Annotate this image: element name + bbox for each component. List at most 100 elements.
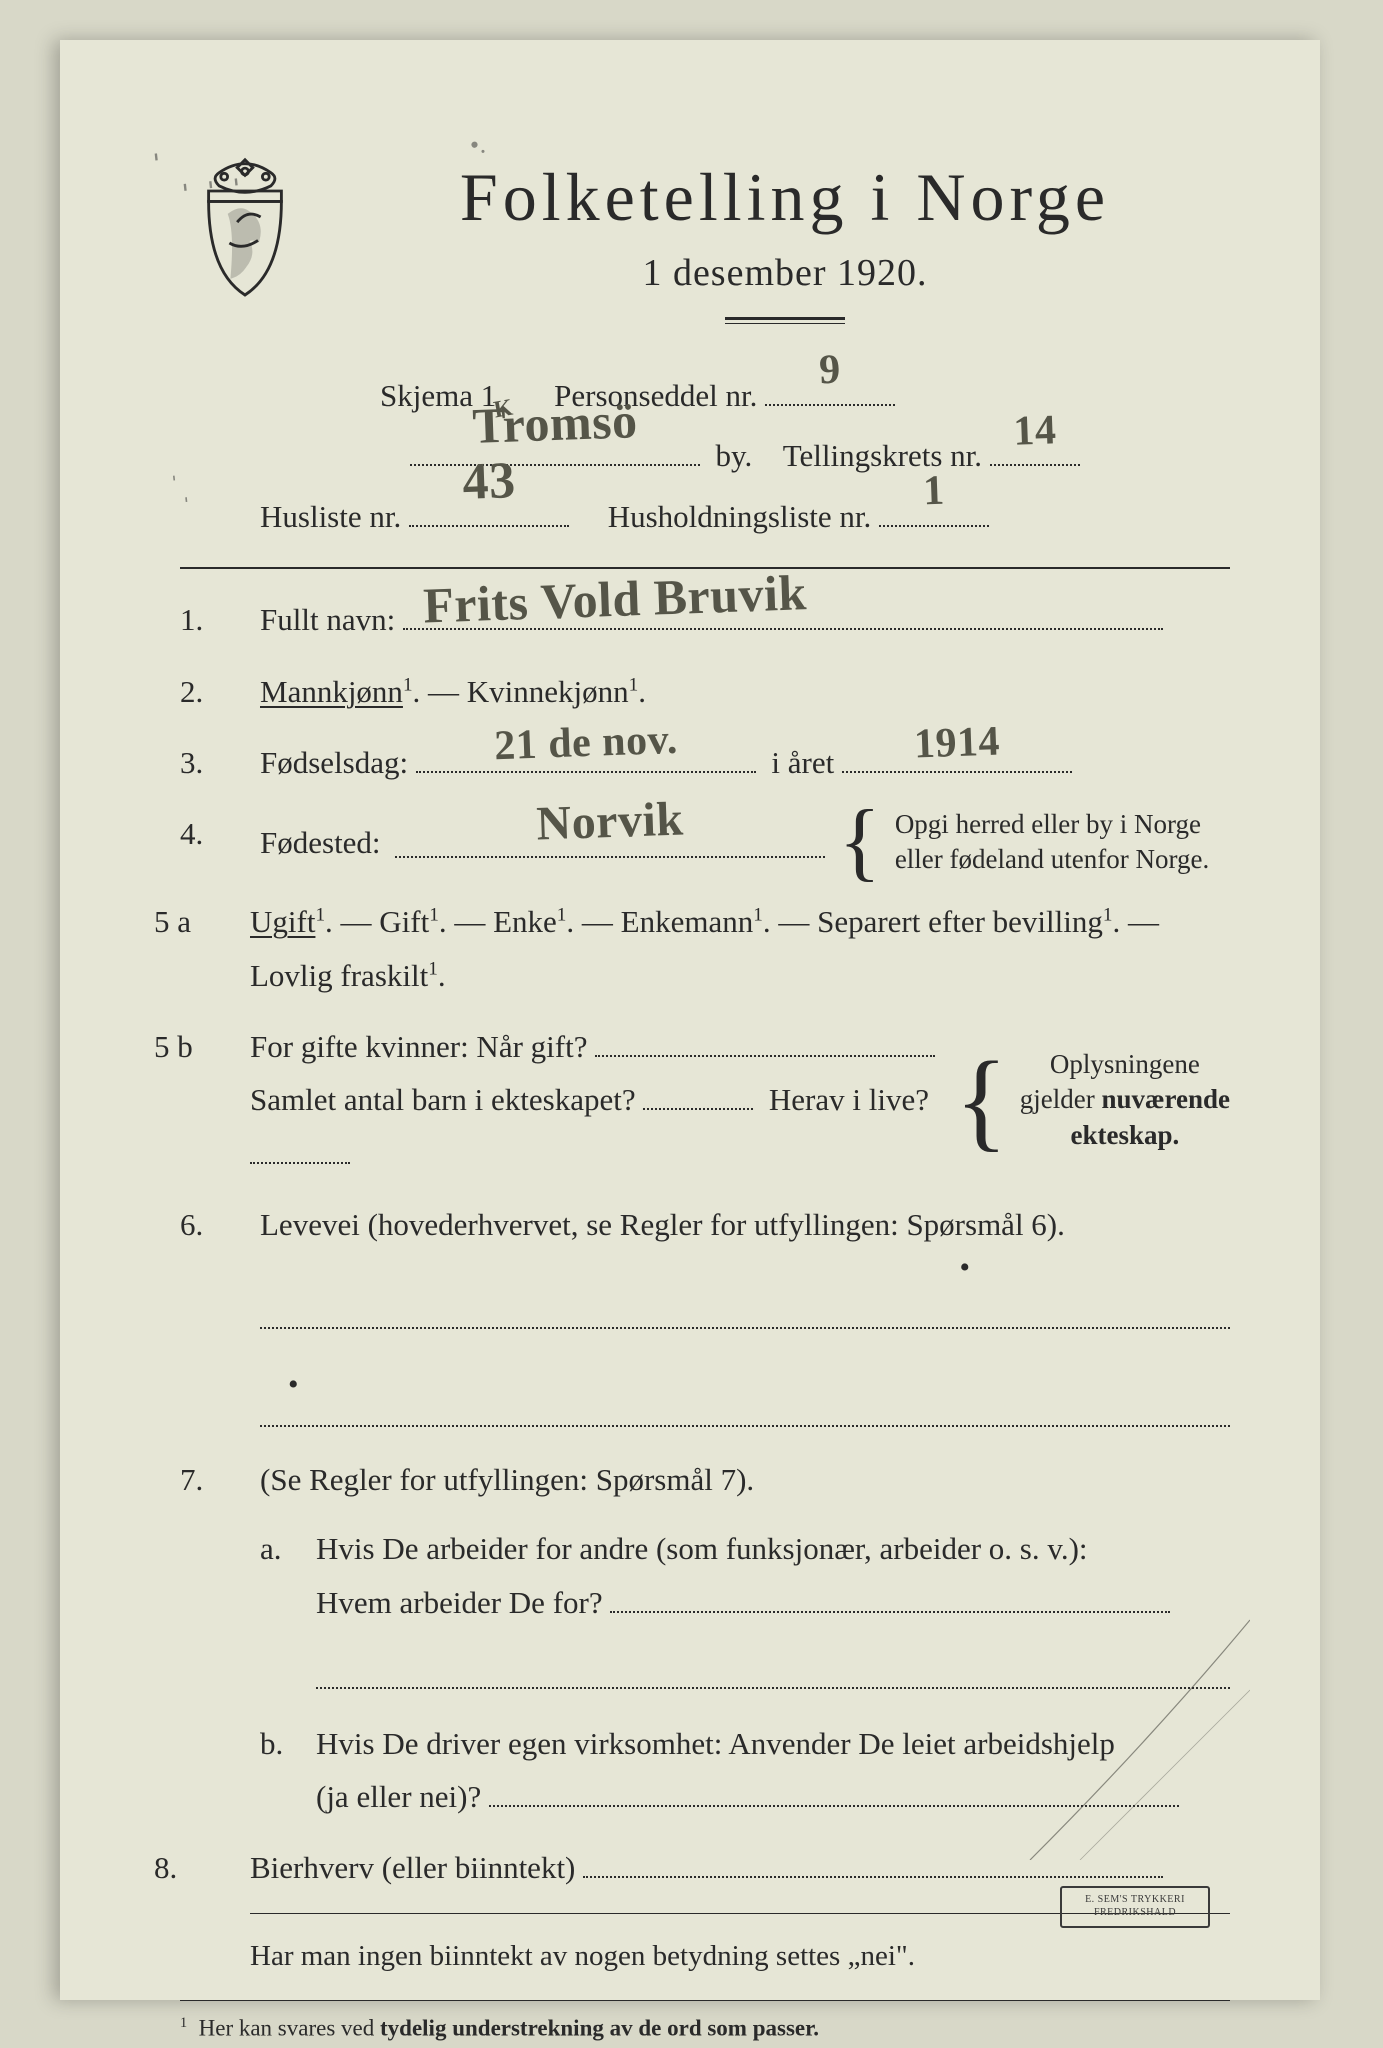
q2-sup2: 1 [629, 674, 639, 695]
q7-body: (Se Regler for utfyllingen: Spørsmål 7).… [260, 1453, 1230, 1824]
q5b-n2: gjelder nuværende [1020, 1084, 1230, 1114]
q7a-body: Hvis De arbeider for andre (som funksjon… [316, 1522, 1230, 1699]
q5a-opt2: Enke [493, 904, 557, 939]
tellingskrets-field: 14 [990, 435, 1080, 466]
q5a-sL: 1 [428, 958, 438, 979]
q4-note1: Opgi herred eller by i Norge [895, 809, 1201, 839]
ink-speck: •. [468, 129, 487, 160]
coat-of-arms-icon [180, 150, 310, 310]
q5b: 5 b For gifte kvinner: Når gift? Samlet … [180, 1020, 1230, 1180]
q5a-last: Lovlig fraskilt [250, 958, 428, 993]
q8-field [583, 1847, 1163, 1878]
q5b-n2b: nuværende [1101, 1084, 1230, 1114]
q3-day-field: 21 de nov. [416, 742, 756, 773]
q5a: 5 a Ugift1. — Gift1. — Enke1. — Enkemann… [180, 895, 1230, 1002]
q3-day: 21 de nov. [415, 701, 757, 785]
q4-num: 4. [180, 807, 242, 877]
q7a-field [610, 1582, 1170, 1613]
q5b-l1a: For gifte kvinner: Når gift? [250, 1029, 587, 1064]
meta-block: Skjema 1K Personseddel nr. 9 Tromsö by. … [180, 366, 1230, 547]
q5b-l2b: Herav i live? [769, 1082, 929, 1117]
q5b-f2 [643, 1079, 753, 1110]
stamp-l1: E. SEM'S TRYKKERI [1085, 1894, 1185, 1905]
header: Folketelling i Norge 1 desember 1920. [180, 150, 1230, 324]
by-label: by. [716, 438, 753, 473]
q5a-num: 5 a [154, 895, 232, 1002]
q6-body: Levevei (hovederhvervet, se Regler for u… [260, 1198, 1230, 1339]
q5a-d3: . — [763, 904, 817, 939]
husholdning-field: 1 [879, 496, 989, 527]
q1-label: Fullt navn: [260, 602, 395, 637]
printer-stamp: E. SEM'S TRYKKERI FREDRIKSHALD [1060, 1886, 1210, 1928]
meta-line-3: Husliste nr. 43 Husholdningsliste nr. 1 [260, 487, 1230, 547]
dot-mark-2: • [288, 1368, 299, 1401]
q1-num: 1. [180, 593, 242, 646]
q4-label: Fødested: [260, 816, 381, 869]
q2-dot1: . [413, 674, 421, 709]
husliste-label: Husliste nr. [260, 499, 401, 534]
q8-label: Bierhverv (eller biinntekt) [250, 1850, 575, 1885]
q1-field: Frits Vold Bruvik [403, 599, 1163, 630]
ink-smudge-2: ˈˌ [168, 469, 191, 505]
footnote-rule [180, 2000, 1230, 2001]
q2-kvinne: Kvinnekjønn [467, 674, 629, 709]
q5a-d1: . — [439, 904, 493, 939]
question-list: 1. Fullt navn: Frits Vold Bruvik 2. Mann… [180, 593, 1230, 1981]
q5a-opt1: Gift [379, 904, 429, 939]
tellingskrets-nr: 14 [988, 389, 1081, 474]
q7-num: 7. [180, 1453, 242, 1824]
q5b-f1 [595, 1026, 935, 1057]
personseddel-field: 9 [765, 375, 895, 406]
q5a-opt3: Enkemann [621, 904, 754, 939]
q5a-s2: 1 [557, 905, 567, 926]
census-form-page: ˈ ˌ ˌ ˌ •. ˈˌ Folketelling i Norge 1 des… [60, 40, 1320, 2000]
q5a-s3: 1 [753, 905, 763, 926]
q7b-1: Hvis De driver egen virksomhet: Anvender… [316, 1726, 1115, 1761]
q1-body: Fullt navn: Frits Vold Bruvik [260, 593, 1230, 646]
q3-year-field: 1914 [842, 742, 1072, 773]
personseddel-nr: 9 [764, 328, 897, 414]
subtitle: 1 desember 1920. [340, 251, 1230, 295]
q4-note2: eller fødeland utenfor Norge. [895, 844, 1209, 874]
q7a-1: Hvis De arbeider for andre (som funksjon… [316, 1531, 1088, 1566]
husholdning-label: Husholdningsliste nr. [608, 499, 872, 534]
q5b-lines: For gifte kvinner: Når gift? Samlet anta… [250, 1020, 943, 1180]
q7a-line2 [316, 1651, 1230, 1689]
q2-sup1: 1 [403, 674, 413, 695]
q2-mann: Mannkjønn [260, 674, 403, 709]
q5a-body: Ugift1. — Gift1. — Enke1. — Enkemann1. —… [250, 895, 1230, 1002]
q5b-n1: Oplysningene [1050, 1049, 1200, 1079]
q7b-field [489, 1776, 1179, 1807]
q7: 7. (Se Regler for utfyllingen: Spørsmål … [180, 1453, 1230, 1824]
q5b-body: For gifte kvinner: Når gift? Samlet anta… [250, 1020, 1230, 1180]
title-block: Folketelling i Norge 1 desember 1920. [340, 150, 1230, 324]
q7a-2: Hvem arbeider De for? [316, 1585, 603, 1620]
fn-b: tydelig understrekning av de ord som pas… [380, 2015, 819, 2040]
main-title: Folketelling i Norge [340, 158, 1230, 237]
q7b-num: b. [260, 1717, 300, 1824]
q1-value: Frits Vold Bruvik [402, 537, 1165, 649]
q5a-opt4: Separert efter bevilling [817, 904, 1103, 939]
husliste-nr: 43 [407, 429, 570, 536]
q1: 1. Fullt navn: Frits Vold Bruvik [180, 593, 1230, 646]
q3-year: 1914 [841, 703, 1073, 783]
q5b-f3 [250, 1133, 350, 1164]
q2-dot2: . [638, 674, 646, 709]
q3-num: 3. [180, 736, 242, 789]
fn-sup: 1 [180, 2015, 187, 2031]
brace-icon-2: { [955, 1070, 1008, 1131]
q5a-s0: 1 [315, 905, 325, 926]
q4-note: Opgi herred eller by i Norge eller fødel… [895, 807, 1209, 877]
q5a-d0: . — [325, 904, 379, 939]
q7b-2: (ja eller nei)? [316, 1779, 481, 1814]
husholdning-nr: 1 [878, 449, 991, 535]
stamp-l2: FREDRIKSHALD [1094, 1907, 1176, 1918]
q8-note: Har man ingen biinntekt av nogen betydni… [250, 1940, 915, 1972]
q3-label: Fødselsdag: [260, 745, 408, 780]
q7a: a. Hvis De arbeider for andre (som funks… [260, 1522, 1230, 1699]
q4-value: Norvik [393, 774, 826, 872]
title-rule [725, 317, 845, 324]
q5b-num: 5 b [154, 1020, 232, 1180]
q7b: b. Hvis De driver egen virksomhet: Anven… [260, 1717, 1230, 1824]
q5a-d2: . — [566, 904, 620, 939]
